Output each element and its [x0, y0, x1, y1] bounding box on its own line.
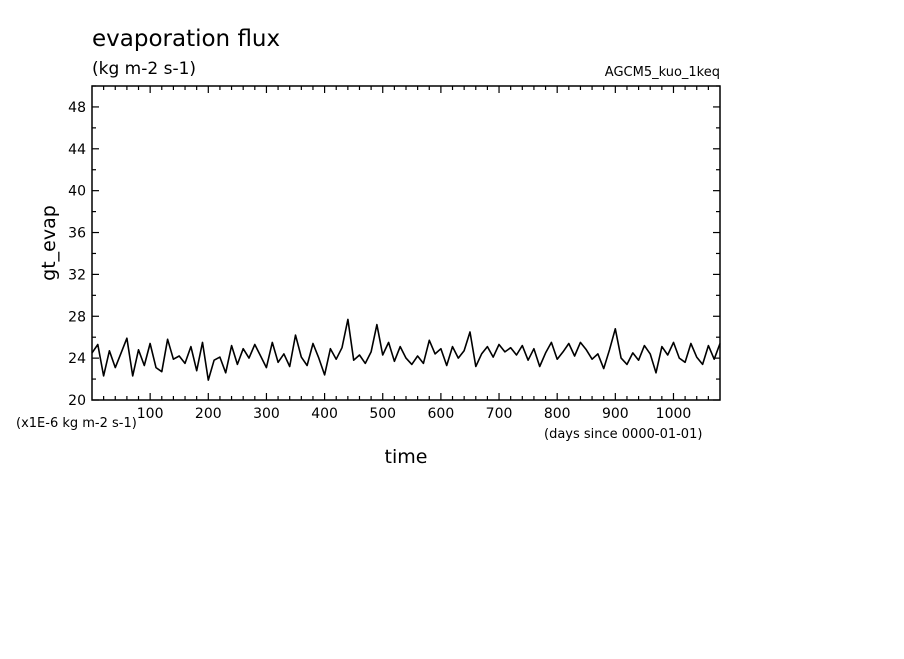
- plot-frame: [91, 85, 721, 401]
- y-axis-label: gt_evap: [38, 205, 60, 281]
- x-tick-label: 200: [195, 406, 222, 422]
- x-tick-label: 100: [137, 406, 164, 422]
- y-scale-note: (x1E-6 kg m-2 s-1): [16, 416, 137, 431]
- chart-units: (kg m-2 s-1): [92, 59, 196, 79]
- x-tick-label: 300: [253, 406, 280, 422]
- y-tick-label: 32: [68, 267, 86, 283]
- y-tick-label: 28: [68, 309, 86, 325]
- x-tick-label: 900: [602, 406, 629, 422]
- x-tick-label: 1000: [656, 406, 692, 422]
- chart-title: evaporation flux: [92, 26, 280, 52]
- y-tick-label: 36: [68, 226, 86, 242]
- x-tick-label: 400: [311, 406, 338, 422]
- x-tick-label: 500: [369, 406, 396, 422]
- y-tick-label: 40: [68, 184, 86, 200]
- y-tick-label: 24: [68, 351, 86, 367]
- x-tick-label: 800: [544, 406, 571, 422]
- x-tick-label: 600: [428, 406, 455, 422]
- x-tick-label: 700: [486, 406, 513, 422]
- y-tick-label: 44: [68, 142, 86, 158]
- y-tick-label: 48: [68, 100, 86, 116]
- y-axis: 20 24 28 32 36 40 44 48: [68, 85, 720, 409]
- x-axis-label: time: [385, 446, 428, 468]
- x-units-label: (days since 0000-01-01): [544, 427, 702, 442]
- x-axis: 100 200 300 400 500 600 700 800 900 1000: [103, 86, 709, 422]
- evaporation-series-line: [91, 318, 721, 381]
- y-tick-label: 20: [68, 393, 86, 409]
- run-label: AGCM5_kuo_1keq: [605, 65, 720, 80]
